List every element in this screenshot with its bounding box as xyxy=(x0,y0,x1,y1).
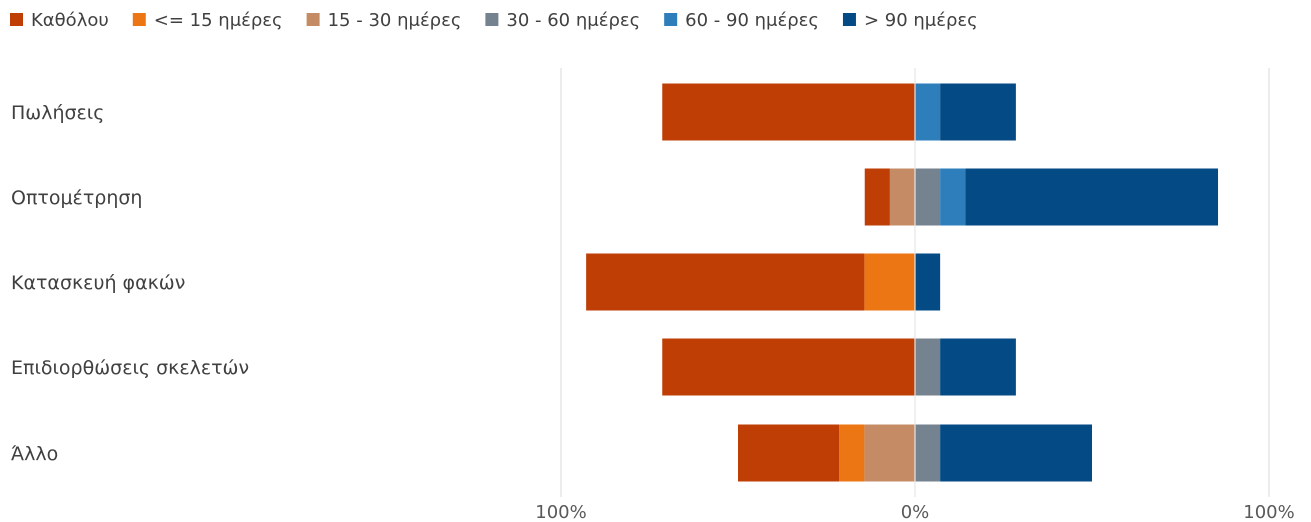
x-tick-label: 100% xyxy=(535,502,586,522)
bar-άλλο-καθόλου xyxy=(738,424,840,482)
bar-οπτομέτρηση-90-ημέρες xyxy=(965,168,1219,226)
bar-πωλήσεις-90-ημέρες xyxy=(940,83,1016,141)
legend-item-2: 15 - 30 ημέρες xyxy=(306,10,462,31)
legend-swatch xyxy=(664,13,678,26)
category-label: Επιδιορθώσεις σκελετών xyxy=(11,357,249,379)
category-label: Κατασκευή φακών xyxy=(11,272,185,294)
category-label: Οπτομέτρηση xyxy=(11,187,142,209)
bar-οπτομέτρηση-30-60-ημέρες xyxy=(915,168,941,226)
bar-οπτομέτρηση-καθόλου xyxy=(864,168,890,226)
legend-label: 30 - 60 ημέρες xyxy=(506,10,640,31)
legend: Καθόλου <= 15 ημέρες 15 - 30 ημέρες 30 - 60… xyxy=(10,10,978,31)
legend-item-1: <= 15 ημέρες xyxy=(132,10,283,31)
legend-item-4: 60 - 90 ημέρες xyxy=(664,10,819,31)
legend-item-3: 30 - 60 ημέρες xyxy=(485,10,640,31)
x-tick-label: 0% xyxy=(901,502,930,522)
legend-swatch xyxy=(10,13,23,26)
bar-οπτομέτρηση-15-30-ημέρες xyxy=(889,168,915,226)
legend-item-5: > 90 ημέρες xyxy=(842,10,978,31)
legend-label: 60 - 90 ημέρες xyxy=(685,10,819,31)
category-labels: Πωλήσεις Οπτομέτρηση Κατασκευή φακών Επιδιο… xyxy=(11,102,249,465)
bar-πωλήσεις-καθόλου xyxy=(662,83,915,141)
bar-άλλο-15-30-ημέρες xyxy=(864,424,915,482)
legend-swatch xyxy=(485,13,499,26)
bar-άλλο-15-ημέρες xyxy=(839,424,865,482)
bar-κατασκευή-φακών-καθόλου xyxy=(586,253,865,311)
legend-label: > 90 ημέρες xyxy=(864,10,978,31)
category-label: Άλλο xyxy=(11,443,58,465)
bar-άλλο-30-60-ημέρες xyxy=(915,424,941,482)
x-tick-label: 100% xyxy=(1243,502,1294,522)
bar-άλλο-90-ημέρες xyxy=(940,424,1092,482)
legend-label: Καθόλου xyxy=(31,10,109,31)
category-label: Πωλήσεις xyxy=(11,102,104,124)
bar-κατασκευή-φακών-90-ημέρες xyxy=(915,253,941,311)
bar-πωλήσεις-60-90-ημέρες xyxy=(915,83,941,141)
bar-επιδιορθώσεις-σκελετών-90-ημέρες xyxy=(940,338,1016,396)
legend-label: <= 15 ημέρες xyxy=(154,10,283,31)
legend-item-0: Καθόλου xyxy=(10,10,109,31)
legend-swatch xyxy=(306,13,320,26)
bars xyxy=(586,68,1219,497)
bar-επιδιορθώσεις-σκελετών-καθόλου xyxy=(662,338,915,396)
legend-swatch xyxy=(132,13,146,26)
x-axis-ticks: 100% 0% 100% xyxy=(535,502,1294,522)
bar-οπτομέτρηση-60-90-ημέρες xyxy=(940,168,966,226)
bar-κατασκευή-φακών-15-ημέρες xyxy=(864,253,915,311)
legend-label: 15 - 30 ημέρες xyxy=(328,10,462,31)
legend-swatch xyxy=(842,13,856,26)
bar-επιδιορθώσεις-σκελετών-30-60-ημέρες xyxy=(915,338,941,396)
